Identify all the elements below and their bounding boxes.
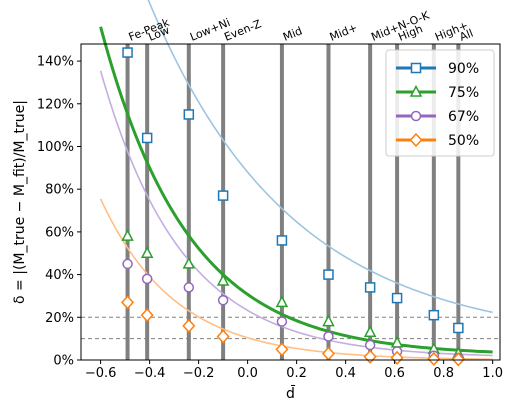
data-point-s0-9 bbox=[453, 322, 464, 334]
data-point-s2-6 bbox=[364, 339, 376, 351]
data-point-s1-5 bbox=[322, 314, 335, 327]
category-label-4: Mid bbox=[281, 24, 304, 43]
fit-curve-2 bbox=[99, 70, 493, 357]
legend-marker-2 bbox=[410, 110, 422, 122]
data-point-s1-3 bbox=[216, 273, 230, 286]
x-tick-label-4: 0.2 bbox=[286, 366, 307, 381]
plot-frame bbox=[80, 43, 501, 361]
reference-lines bbox=[81, 316, 500, 340]
data-point-s3-3 bbox=[216, 329, 230, 344]
x-tick-label-0: −0.6 bbox=[85, 366, 117, 381]
y-tick-label-4: 80% bbox=[45, 183, 74, 198]
legend-marker-3 bbox=[409, 132, 423, 148]
y-tick-label-7: 140% bbox=[37, 55, 74, 70]
x-tick-label-6: 0.6 bbox=[384, 366, 405, 381]
y-axis-label: δ = |(M_true − M_fit)/M_true| bbox=[12, 100, 28, 304]
data-point-s3-2 bbox=[182, 318, 196, 333]
data-point-s2-1 bbox=[141, 273, 153, 285]
data-point-s2-3 bbox=[217, 294, 229, 306]
data-point-s3-5 bbox=[321, 346, 335, 361]
fit-curves bbox=[99, 0, 493, 360]
fit-curve-1 bbox=[99, 26, 493, 354]
data-point-s1-1 bbox=[140, 246, 154, 258]
data-point-s3-0 bbox=[121, 295, 135, 310]
y-tick-label-0: 0% bbox=[53, 354, 74, 369]
data-point-s0-8 bbox=[428, 309, 440, 321]
data-point-s0-3 bbox=[217, 190, 229, 201]
x-tick-label-7: 0.8 bbox=[433, 366, 454, 381]
data-point-s1-0 bbox=[121, 229, 134, 241]
data-point-s0-6 bbox=[364, 282, 376, 293]
data-point-s3-9 bbox=[451, 352, 465, 367]
data-point-s0-1 bbox=[141, 132, 153, 144]
legend-marker-0 bbox=[410, 62, 422, 74]
data-point-s1-4 bbox=[275, 295, 289, 308]
data-point-s3-4 bbox=[275, 342, 289, 357]
data-point-s2-5 bbox=[323, 331, 334, 342]
y-tick-label-3: 60% bbox=[45, 225, 74, 240]
legend-box bbox=[385, 49, 495, 157]
x-tick-label-1: −0.4 bbox=[134, 366, 166, 381]
legend-marker-1 bbox=[409, 84, 423, 97]
category-label-9: All bbox=[458, 27, 476, 44]
legend-label-3: 50% bbox=[448, 133, 479, 149]
data-point-s2-4 bbox=[276, 316, 288, 327]
data-point-s0-7 bbox=[391, 292, 403, 304]
data-point-s0-5 bbox=[323, 269, 334, 280]
data-point-s0-4 bbox=[276, 235, 288, 246]
data-point-s2-0 bbox=[122, 258, 133, 270]
axis-ticks: −0.6 −0.4 −0.2 0.0 0.2 0.4 0.6 0.8 1.0 0% 20% 40% 60… bbox=[37, 55, 503, 381]
legend-label-2: 67% bbox=[448, 109, 479, 125]
x-tick-label-3: 0.0 bbox=[237, 366, 258, 381]
fit-curve-3 bbox=[99, 198, 493, 360]
data-point-s3-6 bbox=[363, 349, 377, 364]
x-tick-label-2: −0.2 bbox=[183, 366, 215, 381]
legend-label-0: 90% bbox=[448, 61, 479, 77]
x-tick-label-5: 0.4 bbox=[335, 366, 356, 381]
legend: 90% 75% 67% 50% bbox=[385, 49, 495, 157]
data-points bbox=[121, 47, 465, 367]
data-point-s1-2 bbox=[182, 256, 196, 269]
data-point-s0-0 bbox=[122, 47, 133, 58]
x-axis-label: d̄ bbox=[286, 384, 295, 402]
category-lines bbox=[125, 44, 461, 360]
data-point-s0-2 bbox=[183, 109, 195, 120]
y-tick-label-6: 120% bbox=[37, 97, 74, 112]
data-point-s1-6 bbox=[363, 325, 377, 337]
x-tick-label-8: 1.0 bbox=[482, 366, 503, 381]
category-label-5: Mid+ bbox=[328, 21, 360, 44]
data-point-s3-1 bbox=[140, 308, 154, 323]
y-tick-label-1: 20% bbox=[45, 311, 74, 326]
y-tick-label-2: 40% bbox=[45, 268, 74, 283]
legend-label-1: 75% bbox=[448, 85, 479, 101]
data-point-s1-7 bbox=[390, 335, 404, 348]
data-point-s3-8 bbox=[427, 351, 441, 367]
fit-curve-0 bbox=[147, 0, 493, 314]
data-point-s2-2 bbox=[183, 282, 195, 293]
y-tick-label-5: 100% bbox=[37, 140, 74, 155]
